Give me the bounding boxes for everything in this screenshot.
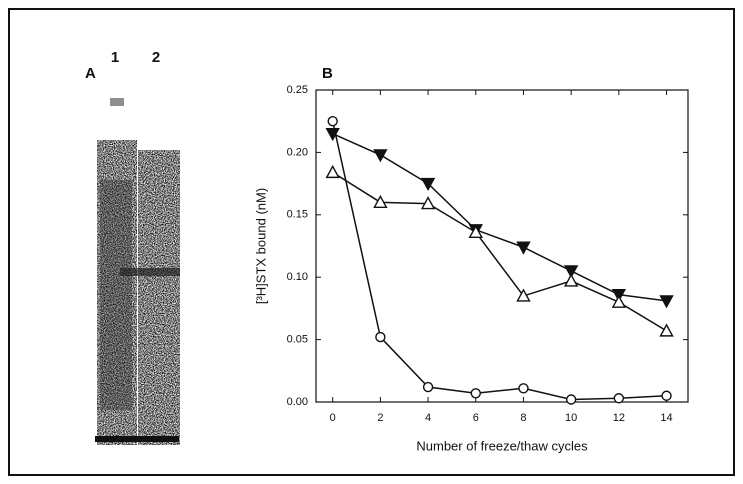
point (471, 389, 480, 398)
panel-label: B (322, 65, 333, 82)
series-line (333, 121, 667, 399)
point (519, 384, 528, 393)
y-tick-label: 0.25 (287, 84, 308, 96)
x-tick-label: 10 (565, 412, 577, 424)
y-tick-label: 0.00 (287, 396, 308, 408)
point (613, 296, 625, 307)
lane-label: 2 (152, 49, 160, 66)
x-tick-label: 14 (660, 412, 672, 424)
y-tick-label: 0.15 (287, 209, 308, 221)
x-tick-label: 0 (330, 412, 336, 424)
point (424, 383, 433, 392)
x-tick-label: 8 (520, 412, 526, 424)
y-tick-label: 0.05 (287, 334, 308, 346)
series-line (333, 134, 667, 301)
point (662, 391, 671, 400)
point (661, 325, 673, 336)
point (374, 150, 386, 161)
point (376, 333, 385, 342)
lane-label: 1 (111, 49, 119, 66)
y-tick-label: 0.10 (287, 271, 308, 283)
x-tick-label: 6 (473, 412, 479, 424)
x-axis-label: Number of freeze/thaw cycles (416, 438, 588, 453)
x-tick-label: 2 (377, 412, 383, 424)
x-tick-label: 12 (613, 412, 625, 424)
point (517, 242, 529, 253)
point (661, 296, 673, 307)
point (327, 166, 339, 177)
x-tick-label: 4 (425, 412, 431, 424)
point (517, 290, 529, 301)
y-axis-label: [³H]STX bound (nM) (253, 188, 268, 304)
plot-area (316, 90, 688, 402)
point (328, 117, 337, 126)
panel-label: A (85, 65, 96, 82)
gel-image (95, 98, 180, 445)
point (614, 394, 623, 403)
y-tick-label: 0.20 (287, 146, 308, 158)
point (567, 395, 576, 404)
figure: A 1 2 B Number of freeze/thaw cycles [³H… (0, 0, 743, 484)
point (565, 275, 577, 286)
